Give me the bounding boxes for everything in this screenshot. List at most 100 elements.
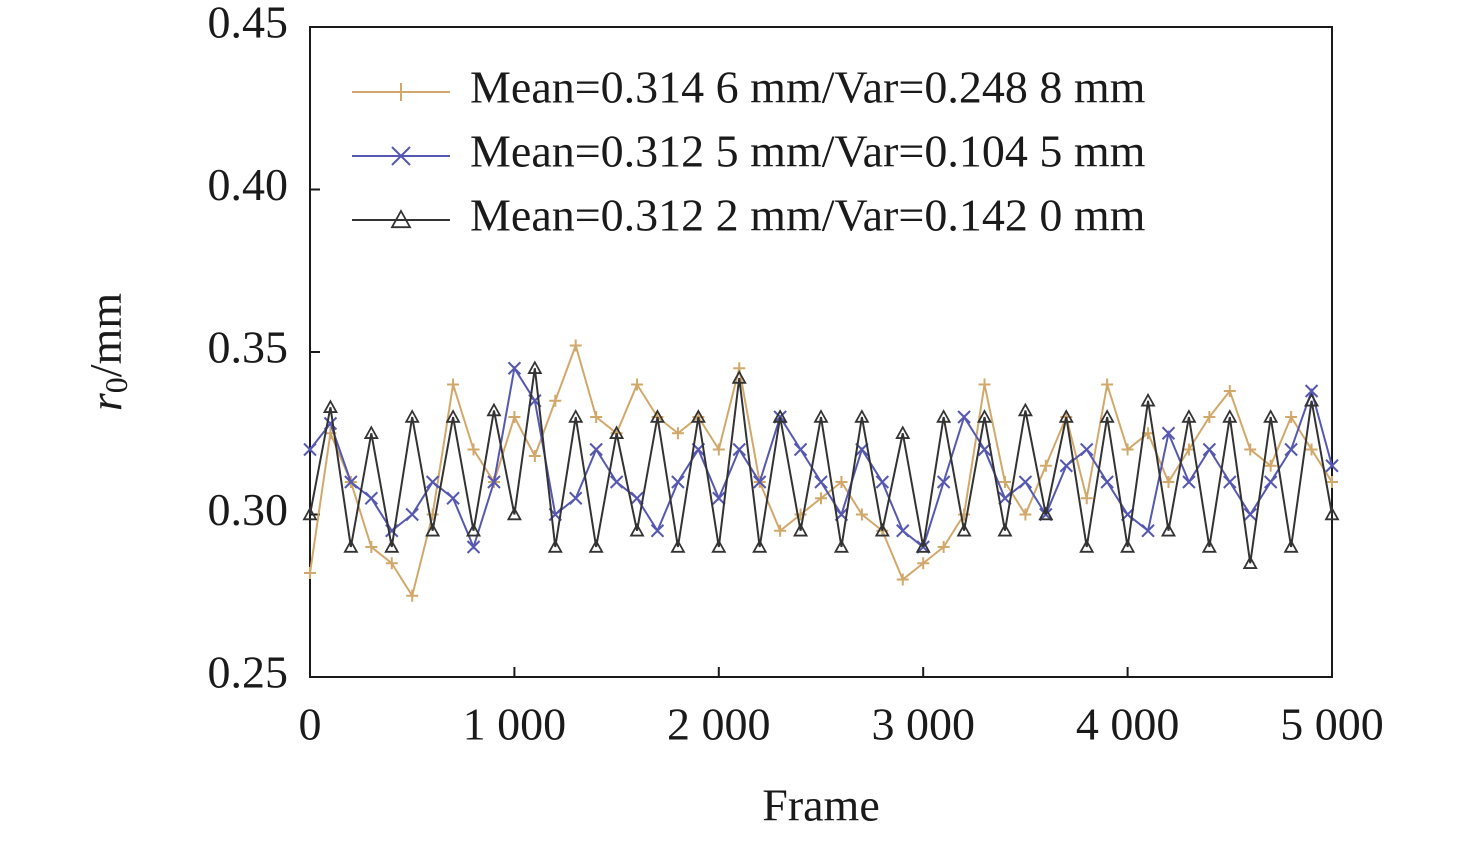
marker	[1304, 384, 1319, 398]
marker	[569, 339, 582, 352]
marker	[404, 409, 420, 423]
marker	[445, 409, 461, 423]
marker	[752, 475, 767, 489]
series-line	[309, 368, 1333, 564]
legend-label: Mean=0.312 2 mm/Var=0.142 0 mm	[470, 190, 1146, 241]
marker	[731, 370, 747, 384]
marker	[1223, 385, 1236, 397]
marker	[405, 507, 419, 522]
marker	[1324, 506, 1340, 521]
y-tick-label: 0.30	[208, 484, 289, 535]
marker	[1160, 522, 1177, 537]
marker	[1304, 392, 1320, 407]
x-tick-label: 1 000	[463, 699, 567, 750]
marker	[365, 541, 378, 553]
legend-label: Mean=0.312 5 mm/Var=0.104 5 mm	[470, 126, 1146, 177]
y-tick-label: 0.40	[208, 159, 289, 210]
marker	[998, 476, 1011, 488]
y-tick-label: 0.45	[208, 0, 289, 48]
marker	[977, 442, 992, 457]
marker	[774, 524, 787, 537]
marker	[467, 443, 480, 456]
marker	[385, 557, 398, 570]
x-axis-label: Frame	[762, 780, 880, 831]
marker	[1285, 411, 1298, 423]
marker	[1101, 378, 1114, 391]
marker	[302, 506, 318, 521]
marker	[630, 491, 644, 505]
marker	[1203, 411, 1216, 423]
x-tick-label: 5 000	[1280, 699, 1384, 750]
legend-marker	[390, 209, 412, 229]
marker	[712, 443, 725, 456]
marker	[631, 378, 644, 391]
marker	[752, 539, 768, 553]
marker	[855, 508, 868, 521]
marker	[896, 573, 909, 586]
marker	[568, 409, 584, 423]
y-tick-label: 0.25	[208, 647, 289, 698]
marker	[1141, 524, 1155, 538]
marker	[793, 442, 808, 457]
marker	[813, 409, 829, 423]
marker	[609, 425, 625, 439]
marker	[1242, 555, 1258, 569]
marker	[1181, 409, 1197, 423]
y-axis-label: r0/mm	[80, 293, 135, 411]
marker	[1263, 475, 1278, 489]
marker	[1140, 392, 1156, 407]
marker	[854, 409, 870, 423]
marker	[1244, 443, 1257, 456]
marker	[364, 491, 379, 505]
marker	[1326, 476, 1338, 488]
y-label-unit: /mm	[80, 293, 131, 378]
marker	[425, 475, 440, 489]
marker	[447, 378, 460, 391]
marker	[486, 402, 502, 417]
legend-marker	[392, 83, 410, 101]
marker	[794, 508, 807, 521]
marker	[997, 522, 1013, 537]
marker	[446, 491, 460, 505]
marker	[1058, 409, 1074, 423]
marker	[303, 442, 317, 457]
y-tick-label: 0.35	[208, 322, 289, 373]
marker	[690, 409, 706, 423]
marker	[793, 522, 809, 537]
x-tick-label: 4 000	[1076, 699, 1180, 750]
marker	[937, 541, 950, 553]
marker	[936, 409, 952, 423]
marker	[1264, 459, 1277, 472]
marker	[915, 539, 931, 553]
marker	[732, 442, 746, 457]
marker	[650, 524, 665, 538]
marker	[344, 475, 358, 489]
marker	[711, 539, 727, 553]
marker	[895, 425, 911, 439]
marker	[528, 450, 541, 462]
marker	[1283, 539, 1299, 553]
marker	[1017, 402, 1033, 417]
marker	[1161, 426, 1176, 440]
marker	[322, 399, 338, 413]
marker	[1099, 409, 1115, 423]
marker	[1018, 475, 1033, 489]
marker	[670, 539, 686, 553]
marker	[1121, 443, 1134, 456]
marker	[1305, 443, 1318, 456]
marker	[671, 427, 684, 440]
marker	[1202, 442, 1217, 457]
marker	[1284, 442, 1298, 457]
marker	[549, 394, 562, 407]
marker	[406, 589, 419, 602]
marker	[426, 508, 439, 521]
marker	[815, 492, 827, 505]
marker	[978, 378, 991, 391]
marker	[1162, 476, 1175, 488]
marker	[527, 360, 543, 374]
marker	[874, 522, 890, 537]
marker	[1079, 539, 1095, 553]
marker	[1080, 492, 1093, 505]
marker	[508, 411, 521, 423]
